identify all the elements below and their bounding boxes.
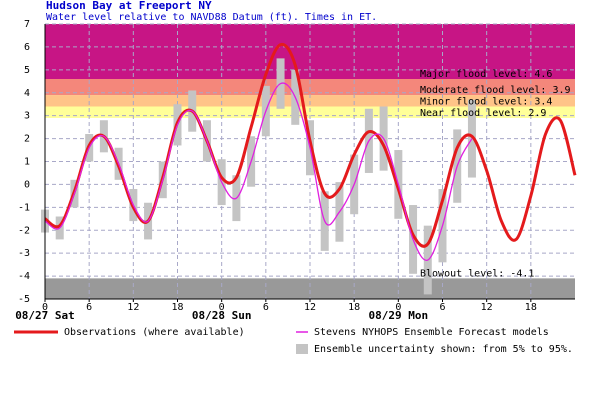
day-label: 08/27 Sat	[15, 309, 75, 322]
series-line	[44, 42, 577, 248]
x-tick-label: 0	[395, 302, 401, 313]
y-tick-label: 1	[24, 157, 30, 168]
x-tick-label: 12	[481, 302, 493, 313]
y-tick-label: 0	[24, 179, 30, 190]
blowout-band	[45, 278, 575, 299]
flood-level-label: Near flood level: 2.9	[420, 108, 546, 119]
day-label: 08/28 Sun	[192, 309, 252, 322]
chart-title: Hudson Bay at Freeport NY	[46, 0, 212, 12]
legend-label: Ensemble uncertainty shown: from 5% to 9…	[314, 344, 573, 355]
x-tick-label: 12	[304, 302, 316, 313]
chart-subtitle: Water level relative to NAVD88 Datum (ft…	[46, 12, 377, 23]
y-tick-label: 3	[24, 111, 30, 122]
legend-label: Stevens NYHOPS Ensemble Forecast models	[314, 327, 549, 338]
x-tick-label: 0	[42, 302, 48, 313]
legend-label: Observations (where available)	[64, 327, 245, 338]
y-tick-label: -3	[18, 248, 30, 259]
flood-band	[45, 95, 575, 107]
y-tick-label: -2	[18, 225, 30, 236]
x-tick-label: 12	[127, 302, 139, 313]
y-tick-label: 6	[24, 42, 30, 53]
flood-level-label: Minor flood level: 3.4	[420, 97, 552, 108]
x-tick-label: 18	[171, 302, 183, 313]
x-tick-label: 18	[348, 302, 360, 313]
blowout-level-label: Blowout level: -4.1	[420, 268, 534, 279]
x-tick-label: 6	[86, 302, 92, 313]
x-tick-label: 18	[525, 302, 537, 313]
x-tick-label: 6	[439, 302, 445, 313]
flood-level-label: Moderate flood level: 3.9	[420, 85, 571, 96]
day-label: 08/29 Mon	[369, 309, 429, 322]
x-tick-label: 0	[219, 302, 225, 313]
y-tick-label: -5	[18, 294, 30, 305]
x-tick-label: 6	[263, 302, 269, 313]
flood-band	[45, 106, 575, 118]
y-tick-label: 4	[24, 88, 30, 99]
y-tick-label: 5	[24, 65, 30, 76]
y-tick-label: 2	[24, 134, 30, 145]
y-tick-label: -1	[18, 202, 30, 213]
y-tick-label: -4	[18, 271, 30, 282]
legend-swatch	[296, 344, 308, 354]
y-tick-label: 7	[24, 19, 30, 30]
series-line	[44, 82, 473, 261]
flood-level-label: Major flood level: 4.6	[420, 69, 552, 80]
